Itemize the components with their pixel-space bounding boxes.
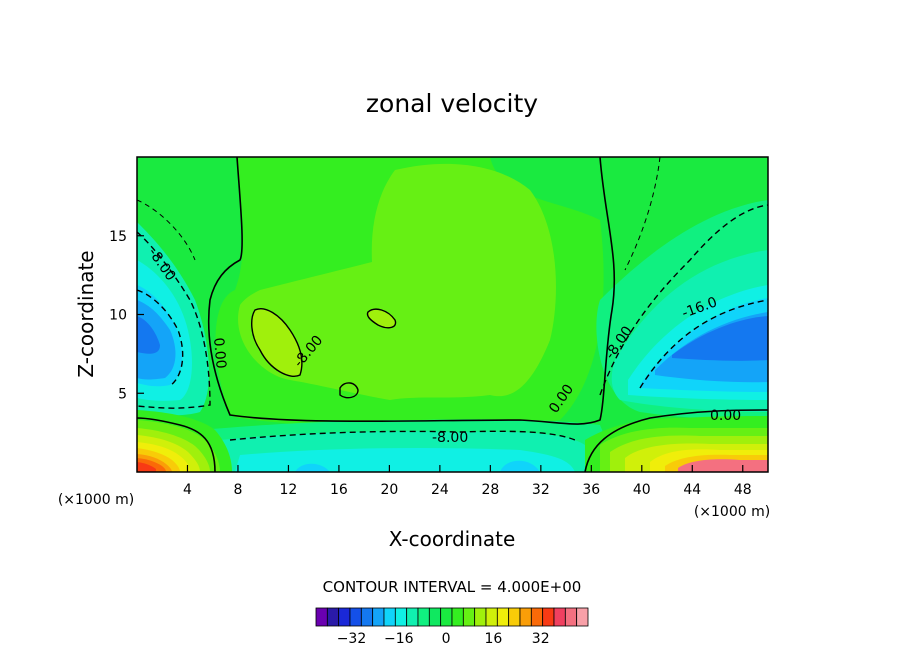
x-tick-label: 12 (280, 482, 298, 498)
x-axis-ticks: 4 8 12 16 20 24 28 32 36 40 44 48 (183, 465, 752, 498)
contour-line-neg8-bottom (229, 430, 576, 441)
contour-region-right-pos28 (678, 459, 768, 472)
colorbar-tick-label: 32 (532, 631, 550, 647)
y-unit-label: (×1000 m) (58, 492, 134, 508)
colorbar-swatch (417, 607, 430, 627)
colorbar-swatch (576, 607, 589, 627)
colorbar-swatch (474, 607, 487, 627)
colorbar-tick-label: −32 (337, 631, 367, 647)
colorbar-tick-label: −16 (384, 631, 414, 647)
x-tick-label: 8 (233, 482, 242, 498)
y-axis-label: Z-coordinate (74, 250, 98, 377)
x-axis-label: X-coordinate (389, 527, 516, 551)
x-tick-label: 48 (734, 482, 752, 498)
x-tick-label: 44 (683, 482, 701, 498)
contour-label: 0.00 (210, 337, 229, 369)
colorbar-swatch (383, 607, 396, 627)
colorbar-swatch (553, 607, 566, 627)
contour-region-left-pos36 (137, 462, 156, 472)
contour-line-dashed-upper-right (624, 157, 661, 271)
colorbar-swatch (372, 607, 385, 627)
contour-interval-text: CONTOUR INTERVAL = 4.000E+00 (323, 578, 582, 596)
contour-line-neg16-left (137, 289, 184, 387)
colorbar-tick-label: 16 (484, 631, 502, 647)
colorbar-swatch (451, 607, 464, 627)
contour-region-pos6 (238, 163, 556, 400)
colorbar (315, 607, 589, 627)
colorbar-swatch (564, 607, 578, 627)
x-tick-label: 20 (380, 482, 398, 498)
contour-line-dashed-upper-left (137, 199, 196, 261)
colorbar-swatch (496, 607, 510, 627)
colorbar-swatch (462, 607, 476, 627)
colorbar-swatch (394, 607, 408, 627)
x-tick-label: 32 (532, 482, 550, 498)
contour-line-pos8-a (251, 308, 303, 377)
contour-region-bottom-neg16b (500, 460, 540, 472)
colorbar-swatch (326, 607, 340, 627)
colorbar-swatch (428, 607, 442, 627)
colorbar-swatch (530, 607, 544, 627)
x-tick-label: 16 (330, 482, 348, 498)
contour-field (137, 157, 768, 472)
contour-label: 0.00 (710, 408, 741, 424)
contour-line-pos8-b (366, 308, 397, 329)
colorbar-swatch (360, 607, 374, 627)
contour-region-pos8 (251, 308, 302, 377)
y-tick-label: 10 (109, 308, 127, 324)
colorbar-swatch (315, 607, 328, 627)
contour-line-zero-right (584, 409, 768, 472)
y-tick-label: 15 (109, 229, 127, 245)
x-unit-label: (×1000 m) (694, 504, 770, 520)
contour-line-neg16-right (639, 299, 768, 389)
contour-region-left-neg24 (137, 316, 160, 354)
contour-region-bottom-neg16a (295, 463, 330, 472)
chart-title: zonal velocity (366, 89, 538, 118)
contour-line-pos4-small (339, 382, 359, 399)
y-tick-label: 5 (118, 386, 127, 402)
colorbar-swatch (542, 607, 555, 627)
contour-line-zero-upper (207, 157, 616, 425)
colorbar-swatch (349, 607, 362, 627)
contour-line-zero-left (137, 417, 216, 472)
colorbar-swatch (519, 607, 532, 627)
x-tick-label: 4 (183, 482, 192, 498)
x-tick-label: 36 (582, 482, 600, 498)
colorbar-swatch (508, 607, 521, 627)
contour-line-neg8-right (599, 204, 768, 396)
x-tick-label: 40 (633, 482, 651, 498)
colorbar-ticks: −32 −16 0 16 32 (337, 631, 550, 647)
contour-line-neg8-left (137, 231, 211, 409)
x-tick-label: 28 (481, 482, 499, 498)
contour-label: -8.00 (432, 430, 468, 446)
y-axis-ticks: 5 10 15 (109, 229, 144, 402)
colorbar-swatch (440, 607, 453, 627)
colorbar-swatch (485, 607, 498, 627)
colorbar-swatch (338, 607, 351, 627)
contour-region-right-neg24 (672, 316, 768, 361)
x-tick-label: 24 (431, 482, 449, 498)
colorbar-swatch (406, 607, 419, 627)
colorbar-tick-label: 0 (442, 631, 451, 647)
